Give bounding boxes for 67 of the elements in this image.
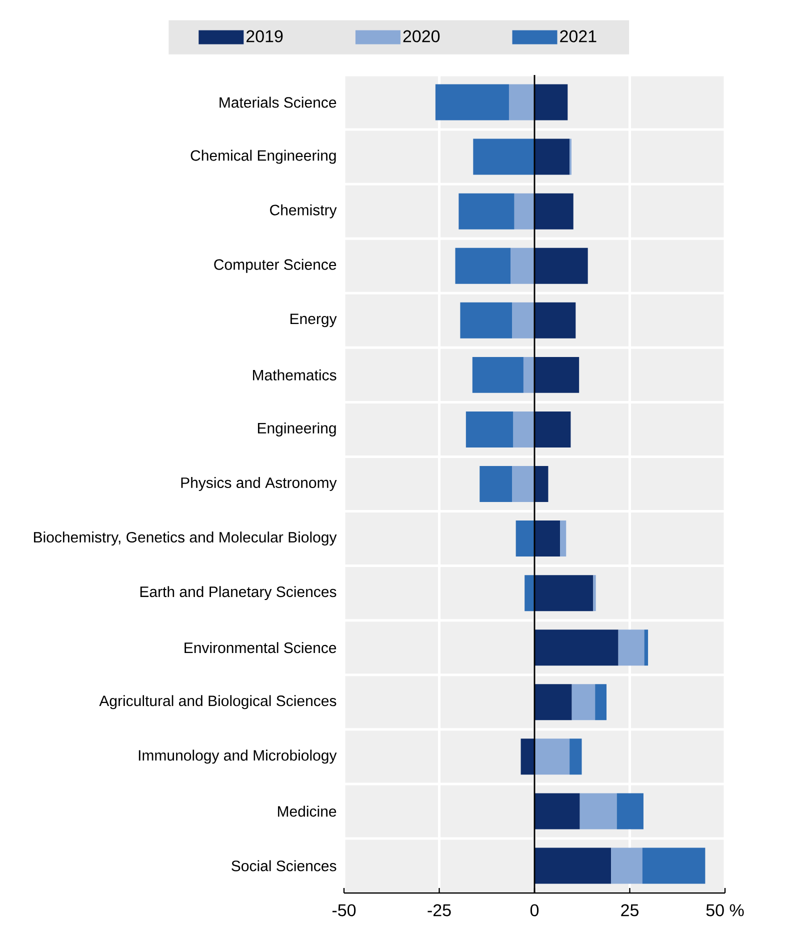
bar: [593, 575, 596, 612]
bar: [534, 411, 571, 448]
y-tick-label: Biochemistry, Genetics and Molecular Biology: [34, 532, 337, 546]
bar: [534, 84, 568, 120]
bar: [534, 138, 570, 175]
bar: [460, 302, 512, 338]
bar: [534, 630, 618, 666]
bar: [611, 848, 642, 884]
bar: [642, 848, 706, 884]
bar: [513, 411, 535, 448]
legend-label: 2020: [403, 30, 440, 42]
bar: [595, 684, 607, 720]
bar: [618, 630, 644, 666]
y-tick-label: Environmental Science: [184, 642, 336, 654]
bar: [560, 520, 566, 557]
bar: [572, 684, 596, 720]
bar: [534, 466, 548, 502]
bar: [644, 630, 648, 666]
y-tick-label: Chemistry: [270, 204, 337, 218]
legend-label: 2021: [560, 30, 596, 42]
x-tick-label: 50 %: [706, 904, 744, 916]
bar: [534, 793, 580, 830]
y-tick-label: Chemical Engineering: [190, 150, 336, 164]
bar: [473, 138, 535, 175]
bar: [570, 738, 582, 775]
bar: [512, 466, 535, 502]
x-tick-label: -50: [332, 904, 356, 916]
y-tick-label: Social Sciences: [232, 860, 336, 872]
bar: [510, 248, 535, 284]
bar: [472, 356, 524, 393]
bar: [534, 575, 594, 612]
bar: [514, 193, 535, 230]
bar: [616, 793, 644, 830]
bar: [534, 302, 576, 338]
y-tick-label: Materials Science: [220, 96, 336, 108]
y-tick-label: Medicine: [278, 806, 336, 817]
bar: [534, 193, 574, 230]
bar: [534, 684, 572, 720]
legend-label: 2019: [246, 30, 283, 42]
bar: [534, 848, 612, 884]
x-tick-label: -25: [428, 904, 451, 916]
y-tick-label: Earth and Planetary Sciences: [140, 586, 336, 600]
bar: [435, 84, 509, 120]
bar: [580, 793, 617, 830]
bar: [534, 520, 560, 557]
bar: [466, 411, 514, 448]
y-tick-label: Computer Science: [214, 258, 336, 273]
bar: [480, 466, 512, 502]
y-tick-label: Immunology and Microbiology: [138, 750, 337, 764]
bar: [534, 356, 580, 393]
bar: [534, 248, 588, 284]
y-tick-label: Agricultural and Biological Sciences: [99, 695, 336, 710]
bar: [523, 356, 535, 393]
y-tick-label: Engineering: [258, 422, 336, 436]
bar: [524, 575, 535, 612]
x-tick-label: 0: [530, 904, 539, 916]
y-tick-label: Physics and Astronomy: [181, 477, 337, 491]
bar: [534, 738, 570, 775]
bar: [455, 248, 510, 284]
bar: [516, 520, 535, 557]
bar: [512, 302, 535, 338]
y-tick-label: Mathematics: [253, 369, 336, 380]
bar: [520, 738, 535, 775]
y-tick-label: Energy: [290, 314, 337, 328]
bar: [508, 84, 535, 120]
bar: [458, 193, 514, 230]
x-tick-label: 25: [621, 904, 638, 916]
